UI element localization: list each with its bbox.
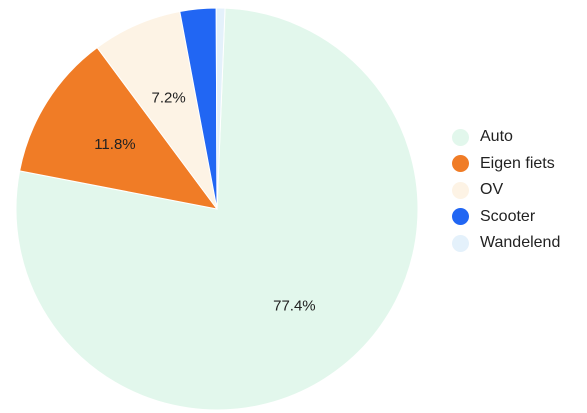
legend-item-ov: OV [452, 181, 587, 199]
pie-label-ov: 7.2% [152, 89, 186, 106]
legend-item-scooter: Scooter [452, 208, 587, 226]
legend-label: Auto [480, 128, 513, 145]
pie-slice-labels: 77.4% 11.8% 7.2% [94, 89, 315, 314]
chart-legend: Auto Eigen fiets OV Scooter Wandelend [452, 128, 587, 261]
legend-swatch [452, 234, 469, 252]
legend-label: OV [480, 181, 504, 198]
pie-slice-eigen-fiets [19, 46, 219, 210]
pie-label-auto: 77.4% [273, 298, 316, 315]
legend-swatch [452, 181, 469, 199]
pie-slice-wandelend [215, 7, 226, 210]
legend-swatch [452, 155, 469, 172]
legend-label: Eigen fiets [480, 154, 555, 172]
legend-item-auto: Auto [452, 128, 587, 146]
legend-swatch [452, 128, 469, 146]
pie-label-eigen-fiets: 11.8% [94, 136, 135, 153]
pie-slices [15, 7, 419, 411]
legend-label: Wandelend [480, 234, 561, 251]
legend-label: Scooter [480, 207, 536, 225]
legend-item-wandelend: Wandelend [452, 234, 587, 252]
legend-swatch [452, 208, 469, 225]
legend-item-eigen-fiets: Eigen fiets [452, 155, 587, 173]
